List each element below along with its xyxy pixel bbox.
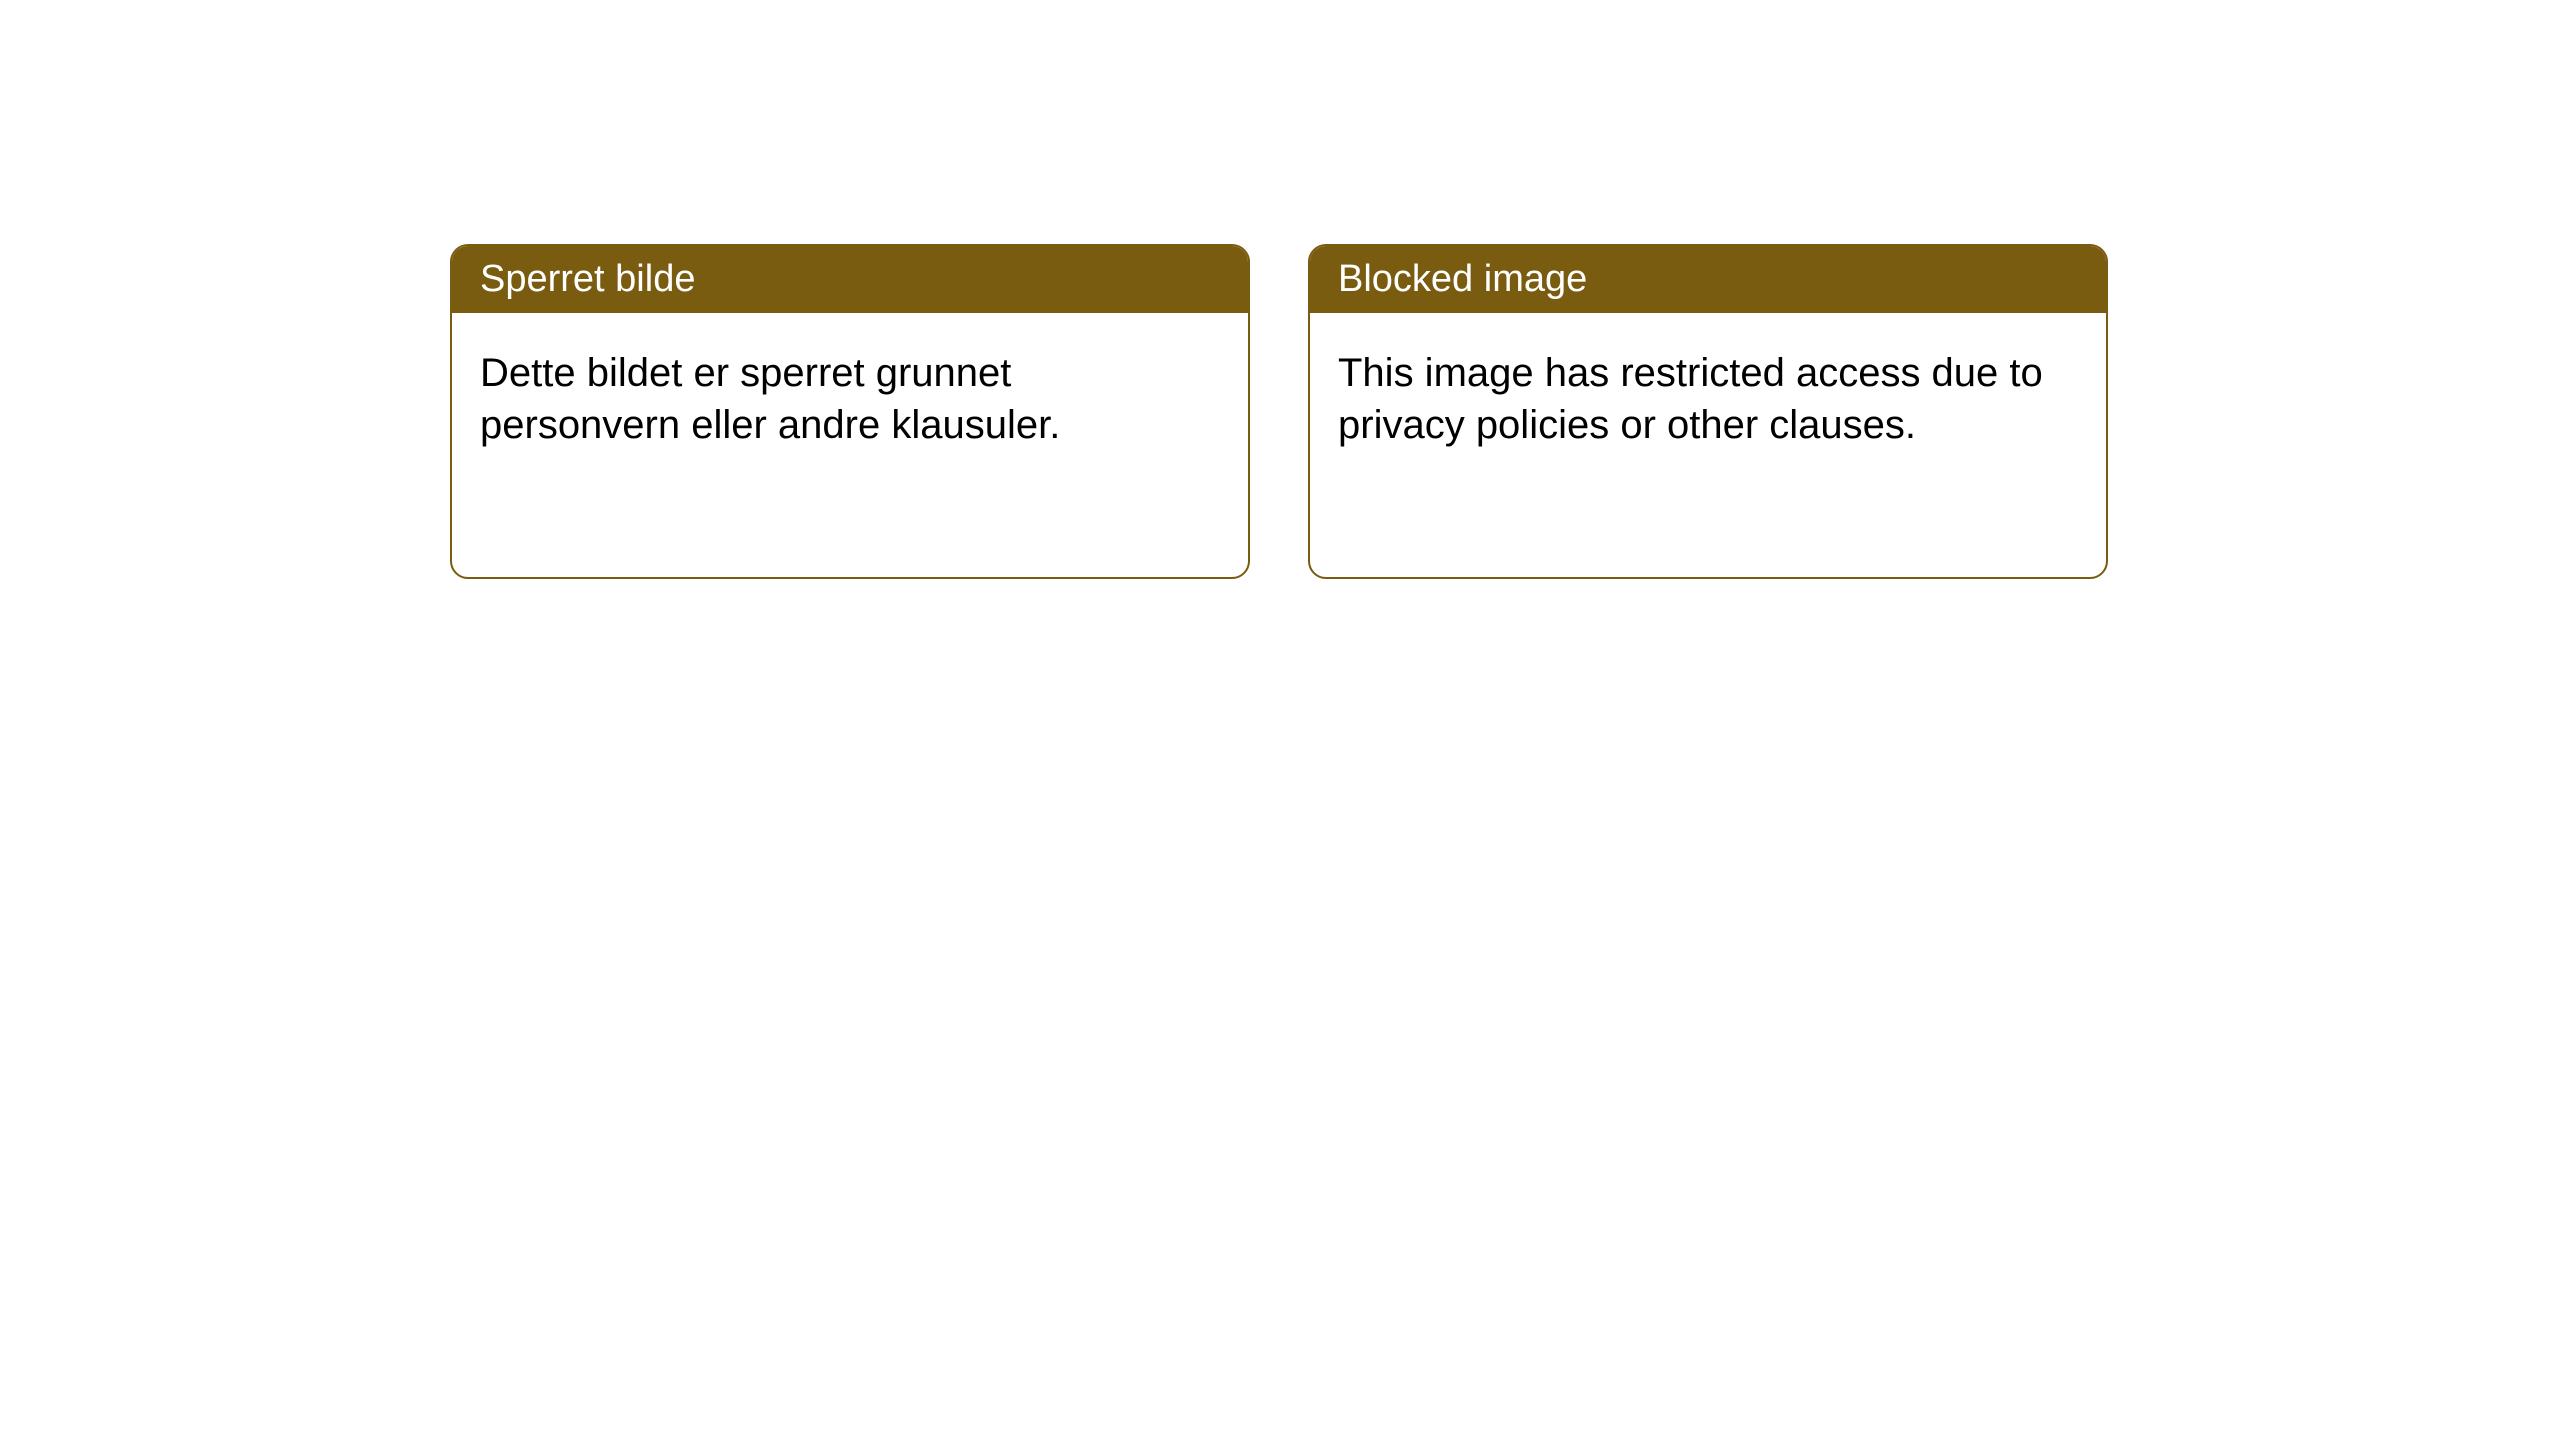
blocked-image-card-norwegian: Sperret bilde Dette bildet er sperret gr… xyxy=(450,244,1250,579)
card-body-text: This image has restricted access due to … xyxy=(1338,351,2043,447)
card-body: Dette bildet er sperret grunnet personve… xyxy=(452,313,1248,485)
card-body-text: Dette bildet er sperret grunnet personve… xyxy=(480,351,1060,447)
card-header: Sperret bilde xyxy=(452,246,1248,313)
card-title: Sperret bilde xyxy=(480,258,695,300)
card-body: This image has restricted access due to … xyxy=(1310,313,2106,485)
blocked-image-card-english: Blocked image This image has restricted … xyxy=(1308,244,2108,579)
card-header: Blocked image xyxy=(1310,246,2106,313)
card-title: Blocked image xyxy=(1338,258,1587,300)
notice-container: Sperret bilde Dette bildet er sperret gr… xyxy=(0,0,2560,579)
